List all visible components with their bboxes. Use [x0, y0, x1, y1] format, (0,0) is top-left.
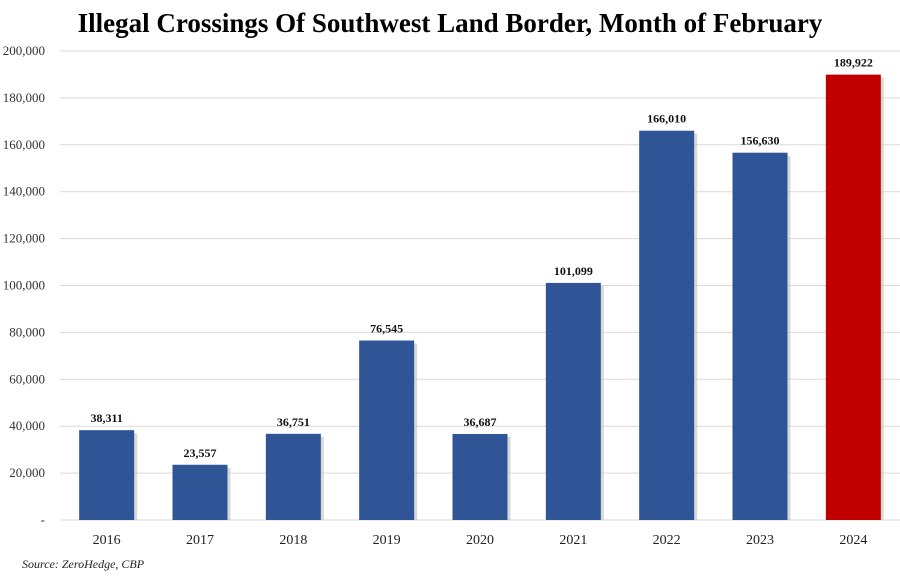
data-label: 101,099	[554, 264, 593, 278]
x-tick-label: 2018	[279, 533, 307, 548]
x-tick-label: 2024	[839, 533, 867, 548]
data-labels: 38,311 23,557 36,751 76,545 36,687 101,099 166…	[90, 56, 872, 460]
y-tick-label: 100,000	[3, 278, 45, 293]
x-tick-label: 2019	[373, 533, 401, 548]
data-label: 36,751	[277, 415, 310, 429]
data-label: 189,922	[834, 56, 873, 70]
y-tick-label: 200,000	[3, 43, 45, 58]
y-tick-label: -	[41, 512, 45, 527]
x-axis-ticks: 2016 2017 2018 2019 2020 2021 2022 2023 2024	[93, 533, 868, 548]
bar-2023	[732, 152, 788, 521]
x-tick-label: 2021	[559, 533, 587, 548]
x-tick-label: 2016	[93, 533, 121, 548]
bar-2018	[265, 433, 321, 520]
x-tick-label: 2022	[653, 533, 681, 548]
x-tick-label: 2023	[746, 533, 774, 548]
y-tick-label: 60,000	[9, 371, 45, 386]
y-axis-ticks: - 20,000 40,000 60,000 80,000 100,000 120,000 1…	[3, 43, 45, 527]
y-tick-label: 140,000	[3, 184, 45, 199]
y-tick-label: 160,000	[3, 137, 45, 152]
x-tick-label: 2017	[186, 533, 214, 548]
bar-2021	[545, 282, 601, 520]
data-label: 38,311	[90, 411, 122, 425]
bars	[79, 74, 884, 521]
data-label: 166,010	[647, 112, 686, 126]
y-tick-label: 180,000	[3, 90, 45, 105]
data-label: 36,687	[464, 415, 497, 429]
bar-2022	[639, 130, 695, 520]
y-tick-label: 80,000	[9, 324, 45, 339]
bar-2020	[452, 433, 508, 520]
data-label: 76,545	[370, 322, 403, 336]
y-tick-label: 120,000	[3, 231, 45, 246]
chart-title: Illegal Crossings Of Southwest Land Bord…	[78, 8, 823, 38]
y-tick-label: 20,000	[9, 465, 45, 480]
bar-2024	[825, 74, 881, 521]
bar-2019	[359, 340, 415, 520]
bar-2016	[79, 430, 135, 520]
y-tick-label: 40,000	[9, 418, 45, 433]
data-label: 23,557	[184, 446, 217, 460]
source-note: Source: ZeroHedge, CBP	[22, 557, 145, 571]
data-label: 156,630	[741, 134, 780, 148]
x-tick-label: 2020	[466, 533, 494, 548]
bar-2017	[172, 464, 228, 520]
